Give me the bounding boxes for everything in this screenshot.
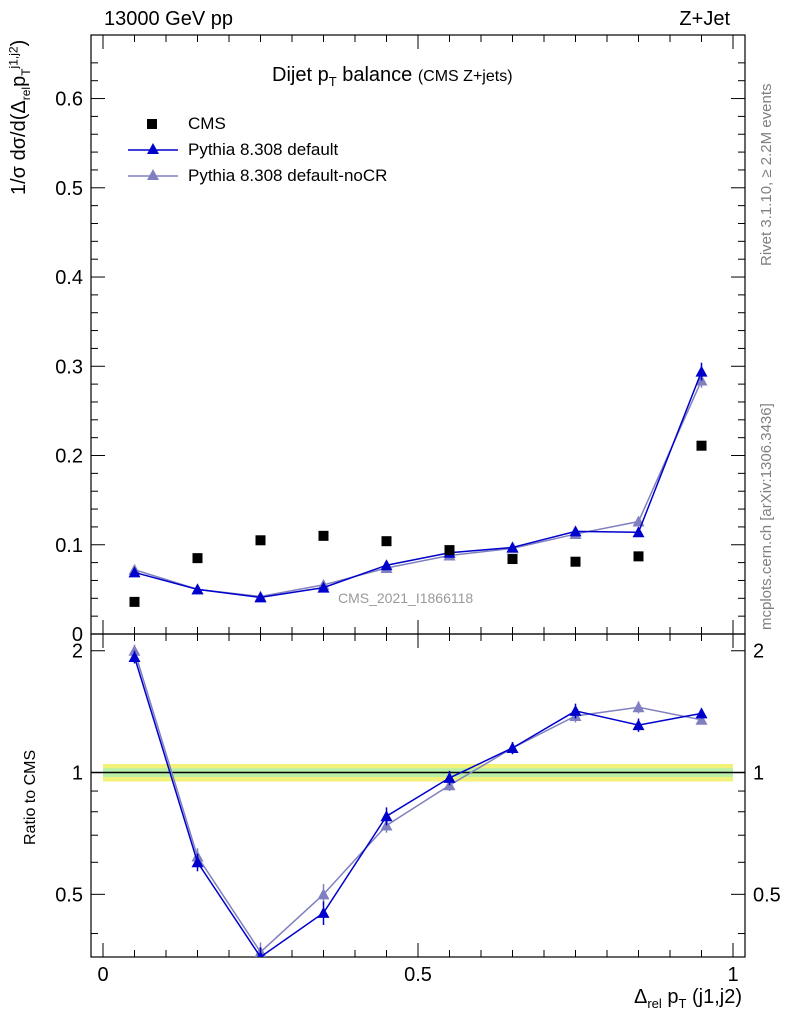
series-layer [128,362,708,957]
data-point-cms [318,530,329,541]
plot-title-rest: balance [336,64,413,86]
ratio-line-default [133,656,702,957]
ratio-point-default [632,719,645,731]
energy-label: 13000 GeV pp [104,8,233,30]
data-point-default [128,566,141,578]
x-tick-label: 0.5 [404,964,432,986]
data-point-default [317,581,330,593]
plot-title-main: Dijet p [272,64,329,86]
x-tick-label: 0 [97,964,108,986]
ratio-y-tick-label: 1 [72,763,83,785]
legend-marker-triangle [128,143,178,154]
data-point-cms [696,440,707,451]
legend-label: CMS [188,114,226,133]
legend-marker-square [147,119,157,129]
y-tick-label: 0.2 [55,446,83,468]
data-point-default [380,559,393,571]
ratio-point-nocr [128,644,141,656]
ratio-y-tick-label: 2 [72,641,83,663]
ratio-y-tick-label: 0.5 [753,884,781,906]
ratio-y-tick-label: 2 [753,641,764,663]
mcplots-label: mcplots.cern.ch [arXiv:1306.3436] [758,403,775,630]
x-tick-label: 1 [727,964,738,986]
data-point-default [191,583,204,595]
ratio-point-nocr [632,701,645,713]
ratio-point-nocr [317,888,330,900]
data-point-cms [507,554,518,565]
rivet-label: Rivet 3.1.10, ≥ 2.2M events [758,83,775,267]
data-point-cms [633,551,644,562]
data-point-cms [255,535,266,546]
y-tick-label: 0.6 [55,89,83,111]
process-label: Z+Jet [679,8,730,30]
data-point-default [254,591,267,603]
ratio-point-default [317,906,330,918]
series-line-nocr [134,380,703,598]
y-axis-label-frac: 1/σ dσ/d(ΔrelpTj1,j2) [6,39,33,195]
x-axis-label: Δrel pT (j1,j2) [633,986,742,1011]
cms-uncertainty-band [91,763,745,782]
ratio-axis-label: Ratio to CMS [22,749,39,845]
data-point-default [569,525,582,537]
ratio-point-default [257,951,264,957]
plot-title: Dijet pT balance (CMS Z+jets) [272,64,513,89]
ratio-point-default [191,856,204,868]
ratio-point-default [569,704,582,716]
data-point-cms [570,556,581,567]
data-point-cms [444,545,455,556]
y-tick-label: 0.3 [55,356,83,378]
data-point-cms [381,536,392,547]
ratio-point-default [506,741,519,753]
ratio-point-nocr [695,713,708,725]
legend-label: Pythia 8.308 default-noCR [188,166,388,185]
ratio-frame [90,633,746,958]
legend-label: Pythia 8.308 default [188,140,339,159]
y-tick-label: 0.4 [55,267,83,289]
y-tick-label: 0.5 [55,178,83,200]
axes: 0 0.5 1 0 0.1 0.2 0.3 0.4 0.5 0.6 0.5 0.5 1 1 2 2 [55,35,781,986]
ratio-point-default [380,810,393,822]
plot-title-note: (CMS Z+jets) [417,68,513,85]
ratio-point-default [128,651,141,663]
y-tick-label: 0.1 [55,535,83,557]
plot-title-sub: T [328,74,337,89]
y-axis-label-main: 1/σ dσ/d(ΔrelpTj1,j2) [6,40,33,195]
data-point-default [506,541,519,553]
data-point-cms [192,553,203,564]
ratio-line-nocr [133,650,702,954]
series-line-default [134,371,703,599]
ratio-panel [90,633,746,958]
ratio-point-default [443,771,456,783]
ratio-point-default [695,707,708,719]
y-tick-label: 0 [72,624,83,646]
ratio-y-tick-label: 0.5 [55,884,83,906]
ratio-y-tick-label: 1 [753,763,764,785]
analysis-watermark: CMS_2021_I1866118 [338,590,474,606]
data-point-default [695,365,708,377]
data-point-cms [129,596,140,607]
data-point-default [632,526,645,538]
legend-marker-triangle [128,169,178,180]
ratio-series [128,644,708,957]
